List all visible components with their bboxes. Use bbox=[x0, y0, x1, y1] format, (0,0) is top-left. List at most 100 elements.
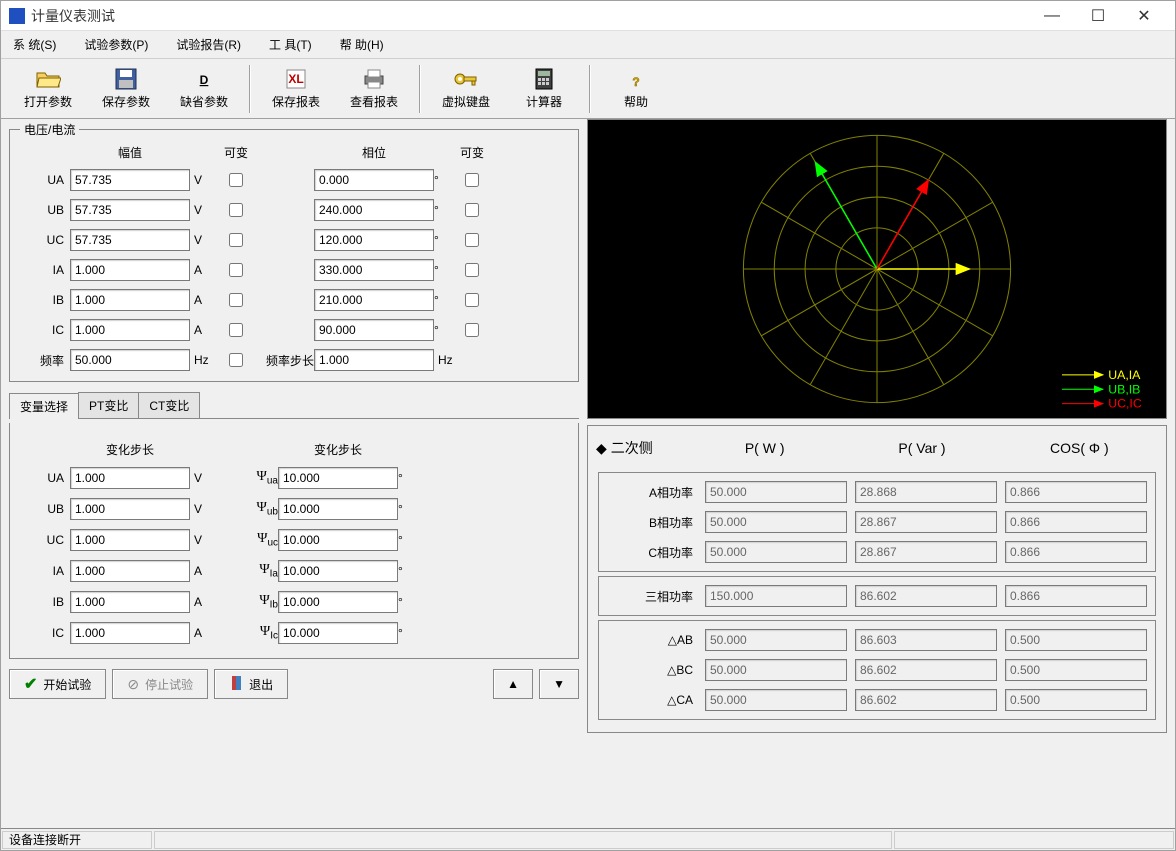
close-button[interactable]: ✕ bbox=[1121, 1, 1167, 31]
calculator-icon bbox=[530, 67, 558, 91]
maximize-button[interactable]: ☐ bbox=[1075, 1, 1121, 31]
power-row: 三相功率 bbox=[599, 581, 1155, 611]
status-bar: 设备连接断开 bbox=[1, 828, 1175, 850]
step-phase-IC[interactable] bbox=[278, 622, 398, 644]
tool-help[interactable]: ? 帮助 bbox=[599, 63, 673, 115]
phase-var-check-UA[interactable] bbox=[465, 173, 479, 187]
tool-view-report[interactable]: 查看报表 bbox=[337, 63, 411, 115]
power-row: △AB bbox=[599, 625, 1155, 655]
step-amp-IB[interactable] bbox=[70, 591, 190, 613]
tool-save-report[interactable]: XL 保存报表 bbox=[259, 63, 333, 115]
amp-var-check-UC[interactable] bbox=[229, 233, 243, 247]
step-amp-IA[interactable] bbox=[70, 560, 190, 582]
step-phase-IA[interactable] bbox=[278, 560, 398, 582]
menu-params[interactable]: 试验参数(P) bbox=[84, 36, 148, 53]
phase-input-IC[interactable] bbox=[314, 319, 434, 341]
step-amp-UB[interactable] bbox=[70, 498, 190, 520]
svg-text:UA,IA: UA,IA bbox=[1108, 368, 1141, 382]
tab-variable-select[interactable]: 变量选择 bbox=[9, 393, 79, 419]
toolbar-separator bbox=[589, 65, 591, 113]
triangle-down-icon: ▼ bbox=[553, 677, 565, 691]
minimize-button[interactable]: — bbox=[1029, 1, 1075, 31]
step-amp-IC[interactable] bbox=[70, 622, 190, 644]
power-row: A相功率 bbox=[599, 477, 1155, 507]
amp-input-UB[interactable] bbox=[70, 199, 190, 221]
amp-input-UA[interactable] bbox=[70, 169, 190, 191]
tool-save-params[interactable]: 保存参数 bbox=[89, 63, 163, 115]
power-row: C相功率 bbox=[599, 537, 1155, 567]
vi-group-title: 电压/电流 bbox=[20, 121, 79, 138]
amp-input-UC[interactable] bbox=[70, 229, 190, 251]
phase-input-UB[interactable] bbox=[314, 199, 434, 221]
toolbar: 打开参数 保存参数 D 缺省参数 XL 保存报表 查看报表 虚拟键盘 计算器 bbox=[1, 59, 1175, 119]
tabs: 变量选择 PT变比 CT变比 bbox=[9, 392, 579, 419]
amp-var-check-IA[interactable] bbox=[229, 263, 243, 277]
step-amp-UA[interactable] bbox=[70, 467, 190, 489]
menu-system[interactable]: 系 统(S) bbox=[13, 36, 56, 53]
tab-ct-ratio[interactable]: CT变比 bbox=[138, 392, 200, 418]
phase-input-IB[interactable] bbox=[314, 289, 434, 311]
power-panel: ◆二次侧 P( W ) P( Var ) COS( Φ ) A相功率B相功率C相… bbox=[587, 425, 1167, 733]
step-phase-UC[interactable] bbox=[278, 529, 398, 551]
phase-var-check-IB[interactable] bbox=[465, 293, 479, 307]
amp-var-check-IC[interactable] bbox=[229, 323, 243, 337]
amp-input-IB[interactable] bbox=[70, 289, 190, 311]
phase-var-check-UC[interactable] bbox=[465, 233, 479, 247]
status-connection: 设备连接断开 bbox=[2, 831, 152, 849]
status-right bbox=[894, 831, 1174, 849]
tab-pt-ratio[interactable]: PT变比 bbox=[78, 392, 139, 418]
step-phase-IB[interactable] bbox=[278, 591, 398, 613]
svg-text:?: ? bbox=[632, 75, 639, 89]
amp-input-IA[interactable] bbox=[70, 259, 190, 281]
menu-tools[interactable]: 工 具(T) bbox=[269, 36, 312, 53]
amp-var-check-IB[interactable] bbox=[229, 293, 243, 307]
col-pw: P( W ) bbox=[686, 440, 843, 456]
start-test-button[interactable]: ✔ 开始试验 bbox=[9, 669, 106, 699]
power-row: △BC bbox=[599, 655, 1155, 685]
col-cos: COS( Φ ) bbox=[1001, 440, 1158, 456]
default-icon: D bbox=[190, 67, 218, 91]
toolbar-separator bbox=[419, 65, 421, 113]
step-phase-UA[interactable] bbox=[278, 467, 398, 489]
button-row: ✔ 开始试验 ⊘ 停止试验 退出 ▲ ▼ bbox=[9, 663, 579, 701]
amp-input-IC[interactable] bbox=[70, 319, 190, 341]
phase-input-UA[interactable] bbox=[314, 169, 434, 191]
stop-icon: ⊘ bbox=[127, 676, 139, 693]
menu-help[interactable]: 帮 助(H) bbox=[340, 36, 384, 53]
step-amp-UC[interactable] bbox=[70, 529, 190, 551]
phase-var-check-UB[interactable] bbox=[465, 203, 479, 217]
titlebar: 计量仪表测试 — ☐ ✕ bbox=[1, 1, 1175, 31]
check-icon: ✔ bbox=[24, 674, 37, 694]
power-row: △CA bbox=[599, 685, 1155, 715]
col-pvar: P( Var ) bbox=[843, 440, 1000, 456]
right-panel: UA,IAUB,IBUC,IC ◆二次侧 P( W ) P( Var ) COS… bbox=[587, 119, 1167, 828]
exit-button[interactable]: 退出 bbox=[214, 669, 288, 699]
freq-var-check[interactable] bbox=[229, 353, 243, 367]
key-icon bbox=[452, 67, 480, 91]
save-icon bbox=[112, 67, 140, 91]
phase-var-check-IA[interactable] bbox=[465, 263, 479, 277]
stop-test-button[interactable]: ⊘ 停止试验 bbox=[112, 669, 208, 699]
up-button[interactable]: ▲ bbox=[493, 669, 533, 699]
window-title: 计量仪表测试 bbox=[31, 6, 1029, 26]
menu-report[interactable]: 试验报告(R) bbox=[176, 36, 241, 53]
amp-var-check-UB[interactable] bbox=[229, 203, 243, 217]
tool-default-params[interactable]: D 缺省参数 bbox=[167, 63, 241, 115]
side-label: 二次侧 bbox=[611, 438, 653, 458]
tool-keyboard[interactable]: 虚拟键盘 bbox=[429, 63, 503, 115]
down-button[interactable]: ▼ bbox=[539, 669, 579, 699]
step-phase-UB[interactable] bbox=[278, 498, 398, 520]
tool-calculator[interactable]: 计算器 bbox=[507, 63, 581, 115]
freqstep-input[interactable] bbox=[314, 349, 434, 371]
app-window: 计量仪表测试 — ☐ ✕ 系 统(S) 试验参数(P) 试验报告(R) 工 具(… bbox=[0, 0, 1176, 851]
freq-input[interactable] bbox=[70, 349, 190, 371]
tool-open-params[interactable]: 打开参数 bbox=[11, 63, 85, 115]
phase-var-check-IC[interactable] bbox=[465, 323, 479, 337]
printer-icon bbox=[360, 67, 388, 91]
phase-input-IA[interactable] bbox=[314, 259, 434, 281]
step-group: 变化步长变化步长UAVΨua°UBVΨub°UCVΨuc°IAAΨIa°IBAΨ… bbox=[9, 423, 579, 659]
phasor-diagram: UA,IAUB,IBUC,IC bbox=[587, 119, 1167, 419]
phase-input-UC[interactable] bbox=[314, 229, 434, 251]
content-area: 电压/电流 幅值可变相位可变UAV°UBV°UCV°IAA°IBA°ICA°频率… bbox=[1, 119, 1175, 828]
amp-var-check-UA[interactable] bbox=[229, 173, 243, 187]
